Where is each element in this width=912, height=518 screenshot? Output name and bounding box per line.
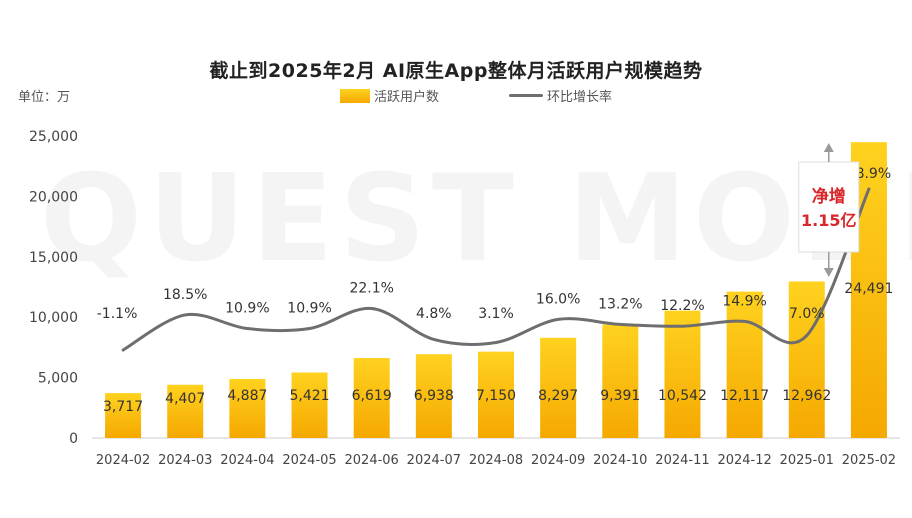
- rate-label: 7.0%: [789, 306, 825, 322]
- watermark: QUEST MOBILE: [40, 150, 912, 289]
- x-tick-label: 2024-12: [717, 453, 771, 468]
- legend-line-swatch: [509, 94, 544, 97]
- bar-value-label: 6,619: [352, 388, 392, 404]
- legend-bar-label: 活跃用户数: [374, 90, 440, 105]
- bar-value-label: 7,150: [476, 388, 516, 404]
- y-tick-label: 25,000: [29, 129, 78, 145]
- y-tick-label: 5,000: [38, 371, 78, 387]
- x-tick-label: 2024-03: [158, 453, 212, 468]
- annotation-box: [798, 161, 860, 253]
- bar: [540, 337, 577, 438]
- x-tick-label: 2024-08: [469, 453, 523, 468]
- bar-value-label: 4,887: [227, 388, 267, 404]
- rate-label: 16.0%: [536, 291, 580, 307]
- bar-value-label: 4,407: [165, 391, 205, 407]
- bar-value-label: 12,117: [720, 388, 769, 404]
- bar: [602, 324, 639, 438]
- bar-value-label: 10,542: [658, 388, 707, 404]
- rate-label: 4.8%: [416, 306, 452, 322]
- bar-value-label: 3,717: [103, 399, 143, 415]
- bar: [664, 310, 701, 438]
- rate-label: 14.9%: [722, 293, 766, 309]
- bar-value-label: 8,297: [538, 388, 578, 404]
- bar: [229, 378, 266, 438]
- x-tick-label: 2024-05: [282, 453, 336, 468]
- x-tick-label: 2025-02: [842, 453, 896, 468]
- rate-label: 13.2%: [598, 296, 642, 312]
- legend-bar-swatch: [340, 88, 370, 103]
- rate-label: 10.9%: [225, 301, 269, 317]
- rate-label: 12.2%: [660, 298, 704, 314]
- x-tick-label: 2024-02: [96, 453, 150, 468]
- x-tick-label: 2024-10: [593, 453, 647, 468]
- rate-label: 3.1%: [478, 306, 514, 322]
- annotation-line1: 净增: [812, 186, 846, 207]
- growth-rate-line: [121, 187, 871, 352]
- rate-label: 10.9%: [287, 301, 331, 317]
- y-tick-label: 20,000: [29, 189, 78, 205]
- bar: [415, 354, 452, 438]
- y-tick-label: 0: [69, 431, 78, 447]
- annotation-line2: 1.15亿: [801, 211, 856, 230]
- rate-label: -1.1%: [97, 306, 138, 322]
- x-tick-label: 2024-06: [345, 453, 399, 468]
- y-tick-label: 10,000: [29, 310, 78, 326]
- bar: [788, 281, 825, 438]
- bar-value-label: 6,938: [414, 388, 454, 404]
- bar: [167, 384, 204, 438]
- bar: [726, 291, 763, 438]
- bar: [105, 393, 142, 438]
- rate-label: 22.1%: [349, 280, 393, 296]
- x-tick-label: 2025-01: [780, 453, 834, 468]
- bar: [478, 351, 514, 438]
- bar-value-label: 24,491: [844, 281, 893, 297]
- legend: 活跃用户数 环比增长率: [340, 86, 612, 105]
- rate-label: 18.5%: [163, 287, 207, 303]
- bar-value-label: 9,391: [600, 388, 640, 404]
- x-tick-label: 2024-09: [531, 453, 585, 468]
- bar-value-label: 5,421: [289, 388, 329, 404]
- x-tick-label: 2024-11: [655, 453, 709, 468]
- annotation-arrowhead-up: [823, 143, 834, 152]
- bar: [353, 358, 390, 438]
- legend-line-label: 环比增长率: [547, 90, 613, 105]
- bar: [291, 372, 328, 438]
- unit-label: 单位：万: [18, 90, 71, 105]
- bar-value-label: 12,962: [782, 388, 831, 404]
- x-tick-label: 2024-07: [407, 453, 461, 468]
- annotation-arrowhead-down: [823, 268, 834, 277]
- chart-title: 截止到2025年2月 AI原生App整体月活跃用户规模趋势: [209, 60, 703, 82]
- x-tick-label: 2024-04: [220, 453, 274, 468]
- y-tick-label: 15,000: [29, 250, 78, 266]
